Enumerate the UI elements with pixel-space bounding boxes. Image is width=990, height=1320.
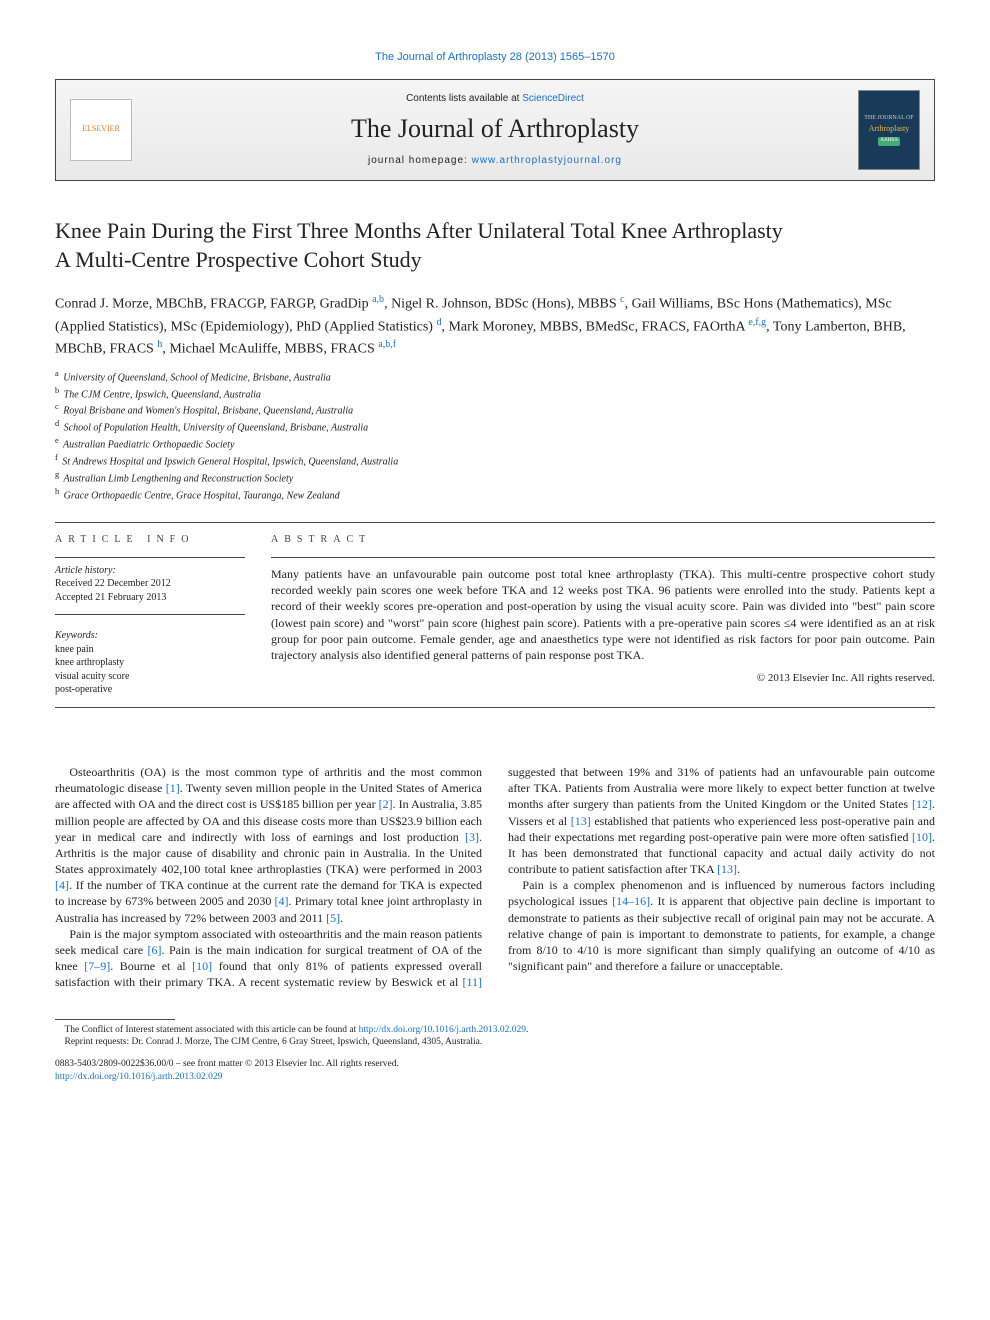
ref-link[interactable]: [10] (912, 830, 932, 844)
body-paragraph: Pain is a complex phenomenon and is infl… (508, 877, 935, 974)
body-paragraph: Osteoarthritis (OA) is the most common t… (55, 764, 482, 926)
conflict-prefix: The Conflict of Interest statement assoc… (65, 1025, 359, 1035)
rule-top (55, 522, 935, 523)
authors: Conrad J. Morze, MBChB, FRACGP, FARGP, G… (55, 292, 935, 360)
abstract-text: Many patients have an unfavourable pain … (271, 566, 935, 663)
journal-cover-thumbnail: THE JOURNAL OF Arthroplasty AAHKS (858, 90, 920, 170)
reprint-footnote: Reprint requests: Dr. Conrad J. Morze, T… (55, 1036, 935, 1048)
affiliation-line: f St Andrews Hospital and Ipswich Genera… (55, 452, 935, 469)
running-head: The Journal of Arthroplasty 28 (2013) 15… (55, 50, 935, 65)
article-info-label: article info (55, 533, 245, 547)
ref-link[interactable]: [2] (379, 797, 393, 811)
ref-link[interactable]: [4] (275, 894, 289, 908)
info-abstract-row: article info Article history: Received 2… (55, 533, 935, 697)
affiliation-line: e Australian Paediatric Orthopaedic Soci… (55, 435, 935, 452)
masthead: ELSEVIER Contents lists available at Sci… (55, 79, 935, 181)
article-info-col: article info Article history: Received 2… (55, 533, 245, 697)
affiliation-line: b The CJM Centre, Ipswich, Queensland, A… (55, 385, 935, 402)
journal-homepage-line: journal homepage: www.arthroplastyjourna… (148, 154, 842, 168)
cover-top-text: THE JOURNAL OF (864, 114, 913, 122)
bottom-line: 0883-5403/2809-0022$36.00/0 – see front … (55, 1058, 935, 1084)
info-rule (55, 557, 245, 558)
footnote-rule (55, 1019, 175, 1020)
affiliation-line: g Australian Limb Lengthening and Recons… (55, 469, 935, 486)
ref-link[interactable]: [5] (326, 911, 340, 925)
kw-rule (55, 614, 245, 615)
page: The Journal of Arthroplasty 28 (2013) 15… (0, 0, 990, 1114)
contents-available-line: Contents lists available at ScienceDirec… (148, 92, 842, 106)
ref-link[interactable]: [13] (717, 862, 737, 876)
ref-link[interactable]: [12] (912, 797, 932, 811)
article-title: Knee Pain During the First Three Months … (55, 217, 935, 245)
cover-badge: AAHKS (878, 137, 899, 146)
ref-link[interactable]: [13] (571, 814, 591, 828)
affiliation-line: c Royal Brisbane and Women's Hospital, B… (55, 401, 935, 418)
abstract-col: abstract Many patients have an unfavoura… (271, 533, 935, 697)
front-matter-line: 0883-5403/2809-0022$36.00/0 – see front … (55, 1058, 935, 1071)
article-subtitle: A Multi-Centre Prospective Cohort Study (55, 246, 935, 274)
homepage-label: journal homepage: (368, 155, 472, 166)
ref-link[interactable]: [4] (55, 878, 69, 892)
ref-link[interactable]: [7–9] (84, 959, 110, 973)
ref-link[interactable]: [10] (192, 959, 212, 973)
journal-homepage-link[interactable]: www.arthroplastyjournal.org (472, 155, 622, 166)
keyword: knee pain (55, 643, 245, 657)
journal-name: The Journal of Arthroplasty (148, 111, 842, 146)
affiliation-line: h Grace Orthopaedic Centre, Grace Hospit… (55, 486, 935, 503)
article-doi-link[interactable]: http://dx.doi.org/10.1016/j.arth.2013.02… (55, 1072, 222, 1082)
history-label: Article history: (55, 564, 245, 578)
history-accepted: Accepted 21 February 2013 (55, 591, 245, 605)
keyword: knee arthroplasty (55, 656, 245, 670)
abstract-rule (271, 557, 935, 558)
body-columns: Osteoarthritis (OA) is the most common t… (55, 764, 935, 991)
ref-link[interactable]: [11] (462, 975, 482, 989)
ref-link[interactable]: [14–16] (612, 894, 650, 908)
affiliation-line: a University of Queensland, School of Me… (55, 368, 935, 385)
keyword: post-operative (55, 683, 245, 697)
masthead-center: Contents lists available at ScienceDirec… (148, 92, 842, 168)
affiliations: a University of Queensland, School of Me… (55, 368, 935, 503)
conflict-doi-link[interactable]: http://dx.doi.org/10.1016/j.arth.2013.02… (359, 1025, 526, 1035)
conflict-suffix: . (526, 1025, 528, 1035)
conflict-footnote: The Conflict of Interest statement assoc… (55, 1024, 935, 1036)
ref-link[interactable]: [6] (148, 943, 162, 957)
rule-bottom (55, 707, 935, 708)
keywords-label: Keywords: (55, 629, 245, 643)
contents-prefix: Contents lists available at (406, 93, 522, 104)
affiliation-line: d School of Population Health, Universit… (55, 418, 935, 435)
keywords-list: knee painknee arthroplastyvisual acuity … (55, 643, 245, 697)
footnote-block: The Conflict of Interest statement assoc… (55, 1019, 935, 1049)
sciencedirect-link[interactable]: ScienceDirect (522, 93, 584, 104)
elsevier-logo: ELSEVIER (70, 99, 132, 161)
ref-link[interactable]: [1] (166, 781, 180, 795)
keyword: visual acuity score (55, 670, 245, 684)
abstract-copyright: © 2013 Elsevier Inc. All rights reserved… (271, 671, 935, 686)
history-received: Received 22 December 2012 (55, 577, 245, 591)
cover-title-text: Arthroplasty (869, 124, 909, 135)
ref-link[interactable]: [3] (465, 830, 479, 844)
abstract-label: abstract (271, 533, 935, 547)
